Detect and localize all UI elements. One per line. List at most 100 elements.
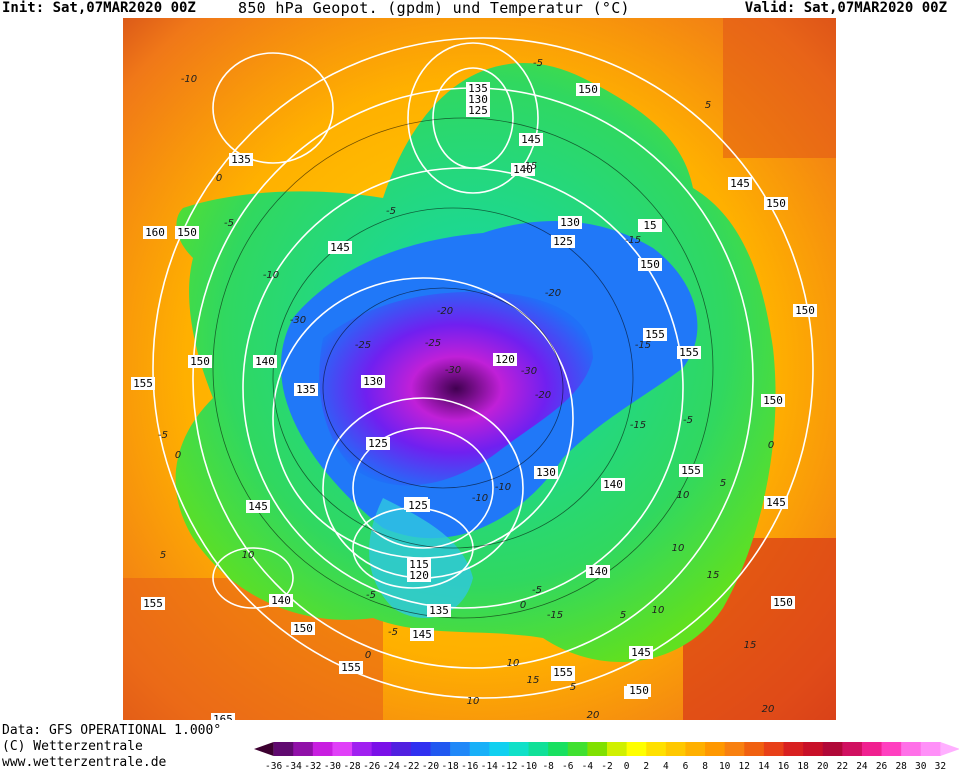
svg-text:155: 155 (681, 464, 701, 477)
legend-swatch (352, 742, 373, 756)
temperature-label: 10 (652, 605, 665, 616)
legend-tick-label: -2 (601, 761, 612, 770)
legend-tick-label: 14 (758, 761, 770, 770)
height-label: 150 (764, 197, 788, 210)
temperature-label: -10 (495, 482, 511, 493)
temperature-label: 5 (570, 682, 576, 693)
height-label: 150 (291, 622, 315, 635)
temperature-label: 0 (520, 600, 526, 611)
legend-swatch (724, 742, 745, 756)
svg-text:150: 150 (177, 226, 197, 239)
legend-swatch (901, 742, 922, 756)
temperature-label: -25 (425, 338, 441, 349)
height-label: 150 (793, 304, 817, 317)
svg-text:155: 155 (133, 377, 153, 390)
legend-swatch (528, 742, 549, 756)
temperature-label: -15 (547, 610, 563, 621)
height-label: 135 (427, 604, 451, 617)
svg-text:165: 165 (213, 713, 233, 720)
temperature-labels: -10 -5 0 -5 -15 -5 -15 -15 -20 -25 -20 -30 -25 -30 -30… (158, 58, 774, 720)
svg-text:15: 15 (643, 219, 656, 232)
legend-tick-label: 12 (739, 761, 750, 770)
height-label: 155 (141, 597, 165, 610)
legend-swatch (312, 742, 333, 756)
svg-text:150: 150 (795, 304, 815, 317)
svg-text:120: 120 (495, 353, 515, 366)
svg-text:145: 145 (521, 133, 541, 146)
legend-tick-label: 2 (643, 761, 649, 770)
legend-tick-label: -20 (422, 761, 439, 770)
temperature-label: -5 (224, 218, 234, 229)
legend-swatch (567, 742, 588, 756)
website-url[interactable]: www.wetterzentrale.de (2, 755, 167, 770)
svg-text:150: 150 (629, 684, 649, 697)
height-label: 125 (466, 104, 490, 117)
legend-tick-label: -32 (304, 761, 321, 770)
height-label: 130 (466, 93, 490, 106)
temperature-label: -15 (625, 235, 641, 246)
legend-swatch (822, 742, 843, 756)
height-label: 130 (558, 216, 582, 229)
height-label: 120 (493, 353, 517, 366)
legend-tick-label: 0 (624, 761, 630, 770)
legend-swatch (783, 742, 804, 756)
legend-tick-label: -8 (542, 761, 554, 770)
temperature-label: -20 (535, 390, 551, 401)
height-label: 145 (629, 646, 653, 659)
height-label: 140 (253, 355, 277, 368)
legend-swatch (940, 742, 959, 756)
temperature-label: -20 (437, 306, 453, 317)
svg-text:130: 130 (363, 375, 383, 388)
temperature-label: -10 (472, 493, 488, 504)
temperature-label: -5 (386, 206, 396, 217)
svg-text:125: 125 (368, 437, 388, 450)
data-source: Data: GFS OPERATIONAL 1.000° (2, 723, 222, 738)
legend-swatch (391, 742, 412, 756)
valid-time: Valid: Sat,07MAR2020 00Z (744, 0, 947, 16)
legend-tick-label: 20 (817, 761, 829, 770)
height-label: 125 (406, 499, 430, 512)
height-label: 135 (229, 153, 253, 166)
legend-swatch (293, 742, 314, 756)
height-label: 135 (294, 383, 318, 396)
svg-text:145: 145 (766, 496, 786, 509)
svg-text:115: 115 (409, 558, 429, 571)
height-label: 115 (407, 558, 431, 571)
legend-swatch (803, 742, 824, 756)
legend-swatch (626, 742, 647, 756)
svg-text:150: 150 (293, 622, 313, 635)
temperature-label: 0 (175, 450, 181, 461)
height-label: 145 (728, 177, 752, 190)
height-label: 140 (511, 163, 535, 176)
legend-swatch (371, 742, 392, 756)
ne-red-region (723, 18, 836, 158)
height-label: 160 (143, 226, 167, 239)
legend-swatch (842, 742, 863, 756)
temperature-label: 10 (467, 696, 480, 707)
temperature-label: 10 (507, 658, 520, 669)
temperature-legend: -36 -34 -32 -30 -28 -26 -24 -22 -20 -18 -16 -14 -12-… (254, 742, 959, 770)
legend-tick-label: -26 (363, 761, 380, 770)
svg-text:120: 120 (409, 569, 429, 582)
height-label: 145 (410, 628, 434, 641)
temperature-label: -30 (445, 365, 461, 376)
temperature-label: -25 (355, 340, 371, 351)
temperature-label: 5 (705, 100, 711, 111)
legend-tick-label: -18 (442, 761, 459, 770)
height-label: 140 (601, 478, 625, 491)
legend-tick-label: 8 (702, 761, 708, 770)
temperature-label: 0 (216, 173, 222, 184)
legend-swatch (861, 742, 883, 756)
height-label: 150 (188, 355, 212, 368)
svg-text:150: 150 (766, 197, 786, 210)
svg-text:140: 140 (255, 355, 275, 368)
height-label: 150 (576, 83, 600, 96)
temperature-label: -30 (521, 366, 537, 377)
svg-text:125: 125 (553, 235, 573, 248)
height-label: 15 (638, 219, 662, 232)
svg-text:150: 150 (578, 83, 598, 96)
legend-swatch (548, 742, 569, 756)
svg-text:125: 125 (408, 499, 428, 512)
svg-text:150: 150 (763, 394, 783, 407)
legend-swatch (920, 742, 941, 756)
